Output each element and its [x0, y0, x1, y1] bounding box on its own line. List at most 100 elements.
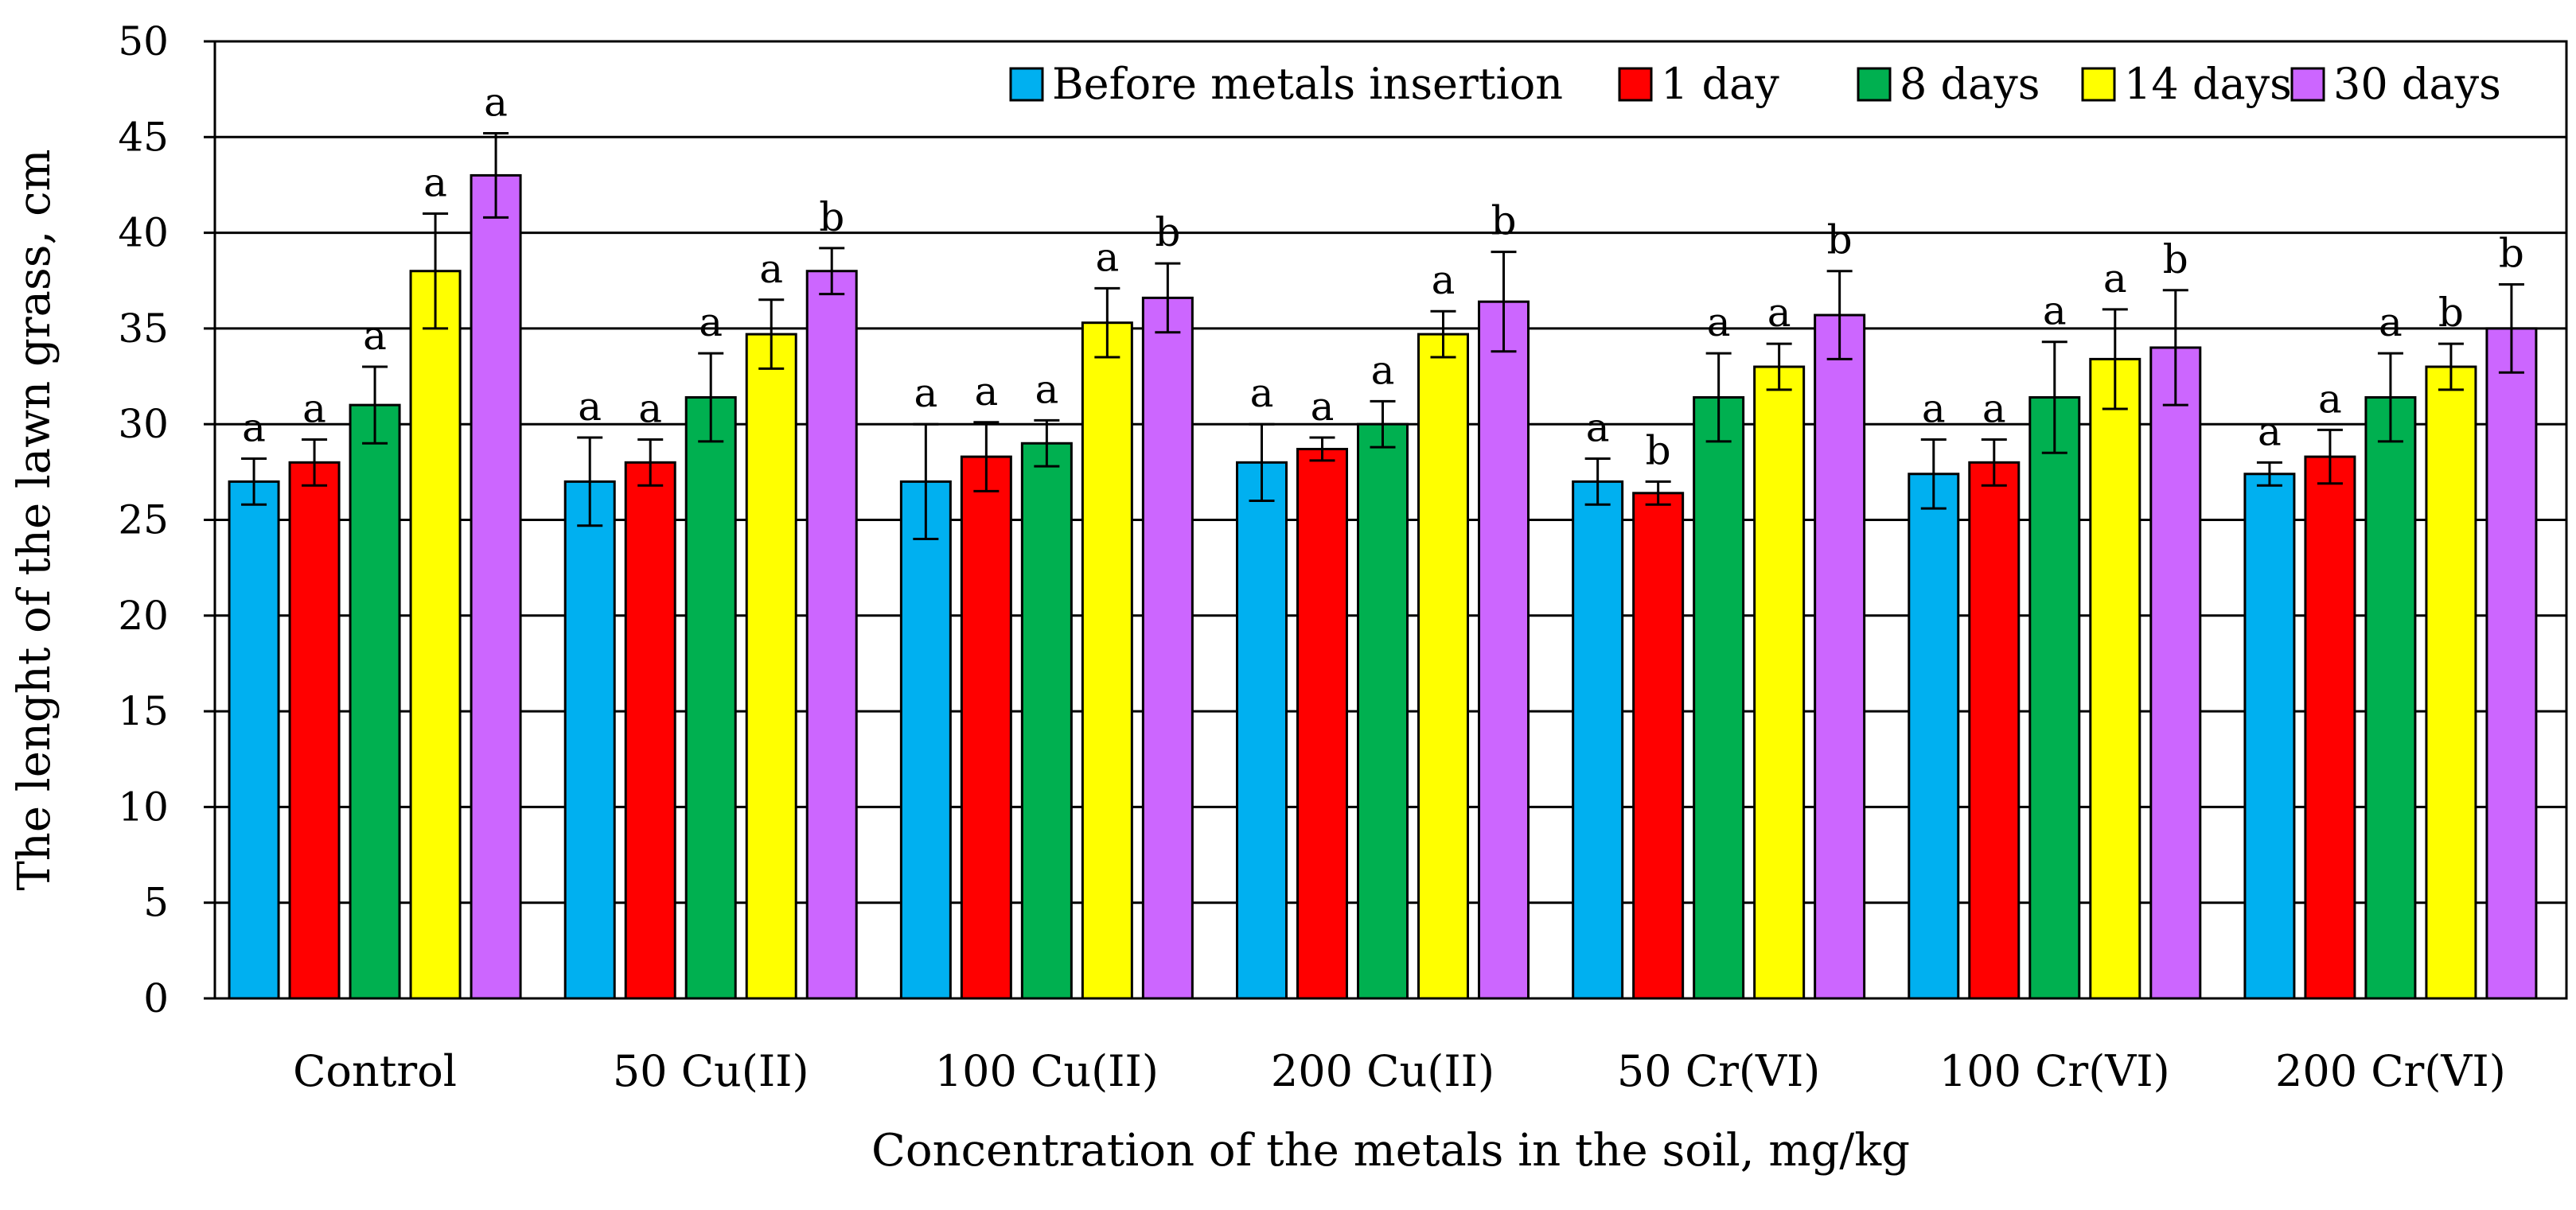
- significance-label: b: [1827, 217, 1853, 263]
- bar: [1236, 461, 1288, 1000]
- x-category-label: 100 Cu(II): [935, 1046, 1159, 1096]
- y-tick-label: 30: [118, 401, 169, 447]
- y-tick-label: 20: [118, 593, 169, 639]
- bar: [228, 480, 280, 1000]
- significance-label: a: [484, 79, 508, 125]
- significance-label: a: [2258, 408, 2282, 454]
- bar: [1968, 461, 2021, 1000]
- bar: [684, 396, 737, 1000]
- significance-label: a: [423, 160, 447, 206]
- significance-label: a: [974, 368, 998, 414]
- significance-label: a: [638, 385, 662, 431]
- x-category-label: 50 Cu(II): [613, 1046, 809, 1096]
- bar: [1141, 296, 1194, 1000]
- bar: [2425, 365, 2477, 1000]
- bar: [1417, 333, 1469, 1000]
- bar: [960, 455, 1012, 1000]
- bar: [2243, 473, 2296, 1000]
- legend-swatch: [1009, 67, 1044, 102]
- bar: [2304, 455, 2356, 1000]
- y-tick-label: 25: [118, 497, 169, 543]
- y-tick-label: 10: [118, 784, 169, 830]
- significance-label: a: [699, 299, 723, 345]
- x-category-label: 50 Cr(VI): [1617, 1046, 1820, 1096]
- legend-label: 30 days: [2333, 59, 2501, 109]
- legend-label: Before metals insertion: [1052, 59, 1563, 109]
- legend-label: 1 day: [1661, 59, 1779, 109]
- x-category-label: 200 Cu(II): [1271, 1046, 1495, 1096]
- significance-label: a: [2318, 375, 2342, 422]
- legend-swatch: [2081, 67, 2116, 102]
- y-tick-label: 40: [118, 210, 169, 256]
- significance-label: a: [578, 383, 602, 430]
- bar: [1478, 300, 1530, 1000]
- significance-label: a: [759, 246, 783, 292]
- significance-label: a: [2103, 255, 2127, 302]
- significance-label: b: [2438, 290, 2464, 336]
- legend-swatch: [1618, 67, 1653, 102]
- significance-label: a: [2043, 288, 2067, 334]
- y-tick-label: 45: [118, 114, 169, 160]
- bar: [1753, 365, 1806, 1000]
- significance-label: b: [2163, 236, 2188, 282]
- bar: [1632, 492, 1685, 1000]
- bar: [2028, 396, 2081, 1000]
- legend-label: 14 days: [2124, 59, 2292, 109]
- bar: [2089, 357, 2141, 1000]
- bar: [1814, 313, 1866, 1000]
- bar: [563, 480, 616, 1000]
- significance-label: b: [1491, 198, 1516, 244]
- y-tick-label: 0: [143, 975, 169, 1021]
- bar: [1693, 396, 1745, 1000]
- y-tick-label: 15: [118, 688, 169, 734]
- significance-label: a: [1035, 366, 1058, 412]
- significance-label: a: [914, 370, 937, 416]
- significance-label: a: [363, 313, 387, 359]
- significance-label: a: [1250, 370, 1274, 416]
- bar: [1081, 321, 1133, 1000]
- legend-label: 8 days: [1900, 59, 2040, 109]
- significance-label: a: [1707, 299, 1731, 345]
- significance-label: a: [242, 405, 266, 451]
- bar: [2364, 396, 2417, 1000]
- legend-swatch: [1857, 67, 1892, 102]
- bar: [1572, 480, 1624, 1000]
- y-tick-label: 5: [143, 880, 169, 926]
- significance-label: a: [302, 385, 326, 431]
- significance-label: a: [1311, 383, 1335, 430]
- bar: [1908, 473, 1960, 1000]
- significance-label: b: [2499, 231, 2524, 277]
- y-tick-label: 35: [118, 305, 169, 352]
- bar: [409, 270, 462, 1000]
- significance-label: b: [1646, 427, 1671, 473]
- bar: [1020, 442, 1073, 1000]
- bar: [1357, 422, 1409, 1000]
- bar: [349, 403, 401, 1000]
- bar: [1296, 447, 1348, 1000]
- bar: [470, 173, 522, 1000]
- significance-label: a: [2379, 299, 2403, 345]
- significance-label: a: [1432, 257, 1456, 303]
- x-category-label: 200 Cr(VI): [2275, 1046, 2506, 1096]
- x-axis-title: Concentration of the metals in the soil,…: [871, 1125, 1910, 1177]
- significance-label: b: [1155, 209, 1180, 255]
- significance-label: a: [1767, 290, 1791, 336]
- bar: [805, 270, 858, 1000]
- significance-label: a: [1922, 385, 1946, 431]
- bar: [2149, 346, 2202, 1000]
- significance-label: b: [819, 194, 844, 240]
- bar: [2485, 327, 2538, 1000]
- significance-label: a: [1982, 385, 2006, 431]
- bar: [288, 461, 341, 1000]
- bar: [899, 480, 952, 1000]
- x-category-label: Control: [293, 1046, 457, 1096]
- bar: [745, 333, 797, 1000]
- y-tick-label: 50: [118, 18, 169, 64]
- y-axis-title: The lenght of the lawn grass, cm: [9, 149, 60, 890]
- bar: [624, 461, 676, 1000]
- x-category-label: 100 Cr(VI): [1939, 1046, 2170, 1096]
- significance-label: a: [1586, 405, 1610, 451]
- significance-label: a: [1371, 347, 1395, 393]
